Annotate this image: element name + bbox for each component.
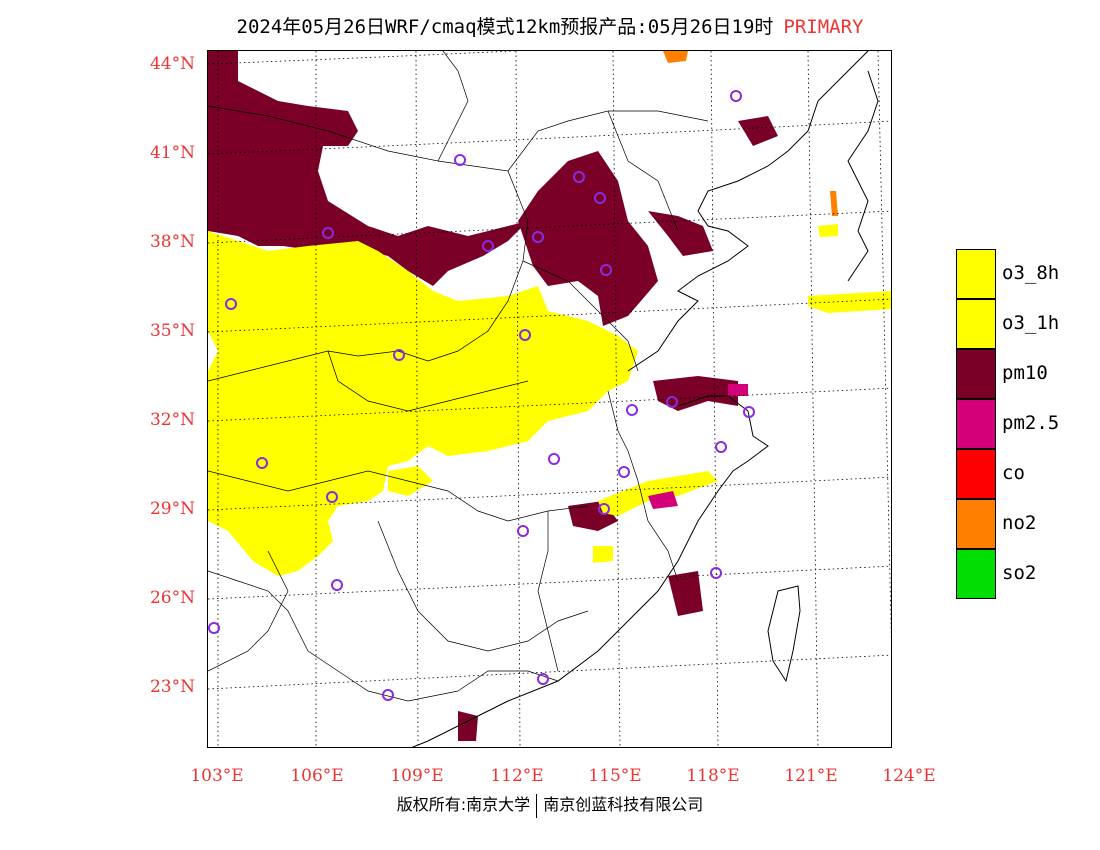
station-marker[interactable] — [537, 673, 549, 685]
lat-label: 26°N — [149, 588, 195, 608]
footer-divider — [536, 793, 538, 818]
legend-label: pm2.5 — [1002, 412, 1060, 434]
pm10-region-jiangsu — [653, 376, 738, 411]
station-marker[interactable] — [573, 171, 585, 183]
lon-label: 121°E — [784, 766, 838, 786]
station-marker[interactable] — [666, 396, 678, 408]
legend-item-no2: no2 — [956, 499, 1086, 549]
o3-region-sea — [808, 291, 891, 313]
station-marker[interactable] — [548, 453, 560, 465]
o3-region-zhejiang — [598, 471, 718, 516]
title-text: 2024年05月26日WRF/cmaq模式12km预报产品:05月26日19时 — [236, 16, 774, 38]
legend-label: pm10 — [1002, 362, 1048, 384]
primary-tag: PRIMARY — [783, 16, 864, 38]
lon-label: 106°E — [290, 766, 344, 786]
coastline — [411, 51, 879, 747]
legend-label: so2 — [1002, 562, 1037, 584]
no2-patch-2 — [830, 191, 838, 216]
copyright-left: 版权所有:南京大学 — [396, 795, 531, 814]
pm25-layer — [648, 384, 748, 509]
station-marker[interactable] — [482, 240, 494, 252]
legend-label: no2 — [1002, 512, 1037, 534]
station-marker[interactable] — [225, 298, 237, 310]
map-panel[interactable] — [207, 50, 892, 748]
station-marker[interactable] — [454, 154, 466, 166]
pm25-patch-1 — [728, 384, 748, 396]
lat-label: 41°N — [149, 143, 195, 163]
pm10-patch-fujian — [668, 571, 703, 616]
legend-swatch — [956, 299, 996, 349]
station-marker[interactable] — [600, 264, 612, 276]
legend-item-o3-1h: o3_1h — [956, 299, 1086, 349]
o3-region-central — [208, 231, 638, 576]
legend-swatch — [956, 349, 996, 399]
legend-item-pm25: pm2.5 — [956, 399, 1086, 449]
legend-item-so2: so2 — [956, 549, 1086, 599]
station-marker[interactable] — [331, 579, 343, 591]
o3-patch-3 — [818, 224, 838, 237]
legend-label: o3_1h — [1002, 312, 1060, 334]
pm10-region-hebei — [518, 151, 658, 326]
pm10-patch-guangdong — [458, 711, 478, 741]
lon-label: 115°E — [588, 766, 642, 786]
station-markers — [208, 90, 755, 701]
station-marker[interactable] — [743, 406, 755, 418]
graticule — [208, 51, 891, 747]
legend-item-co: co — [956, 449, 1086, 499]
legend-swatch — [956, 399, 996, 449]
legend-label: o3_8h — [1002, 262, 1060, 284]
station-marker[interactable] — [208, 622, 220, 634]
legend-item-pm10: pm10 — [956, 349, 1086, 399]
station-marker[interactable] — [710, 567, 722, 579]
o3-layer — [208, 224, 891, 576]
legend-swatch — [956, 449, 996, 499]
station-marker[interactable] — [393, 349, 405, 361]
station-marker[interactable] — [730, 90, 742, 102]
lat-label: 32°N — [149, 410, 195, 430]
legend-item-o3-8h: o3_8h — [956, 249, 1086, 299]
lon-label: 124°E — [882, 766, 936, 786]
o3-patch-2 — [593, 546, 613, 563]
lat-label: 29°N — [149, 499, 195, 519]
map-canvas — [208, 51, 891, 747]
station-marker[interactable] — [326, 491, 338, 503]
station-marker[interactable] — [322, 227, 334, 239]
station-marker[interactable] — [594, 192, 606, 204]
lat-label: 44°N — [149, 54, 195, 74]
lon-label: 109°E — [390, 766, 444, 786]
lon-label: 103°E — [190, 766, 244, 786]
legend-label: co — [1002, 462, 1025, 484]
lat-label: 35°N — [149, 321, 195, 341]
station-marker[interactable] — [519, 329, 531, 341]
pm10-patch-liaoning — [738, 116, 778, 146]
station-marker[interactable] — [517, 525, 529, 537]
lon-label: 112°E — [490, 766, 544, 786]
pm25-patch-2 — [648, 491, 678, 509]
station-marker[interactable] — [532, 231, 544, 243]
station-marker[interactable] — [598, 503, 610, 515]
pm10-region-north — [208, 51, 528, 286]
station-marker[interactable] — [618, 466, 630, 478]
pm10-patch-1 — [248, 111, 278, 146]
pm10-region-bohai — [648, 211, 713, 256]
legend-swatch — [956, 499, 996, 549]
copyright-right: 南京创蓝科技有限公司 — [543, 795, 704, 814]
province-borders — [208, 51, 709, 702]
lat-label: 23°N — [149, 677, 195, 697]
no2-layer — [663, 51, 838, 216]
legend-swatch — [956, 549, 996, 599]
station-marker[interactable] — [256, 457, 268, 469]
lon-label: 118°E — [686, 766, 740, 786]
copyright-footer: 版权所有:南京大学 南京创蓝科技有限公司 — [0, 791, 1100, 818]
station-marker[interactable] — [715, 441, 727, 453]
station-marker[interactable] — [382, 689, 394, 701]
legend: o3_8h o3_1h pm10 pm2.5 co no2 so2 — [956, 249, 1086, 599]
lat-label: 38°N — [149, 232, 195, 252]
legend-swatch — [956, 249, 996, 299]
o3-patch-1 — [388, 466, 433, 496]
no2-patch-1 — [663, 51, 688, 63]
station-marker[interactable] — [626, 404, 638, 416]
map-title: 2024年05月26日WRF/cmaq模式12km预报产品:05月26日19时 P… — [0, 12, 1100, 39]
